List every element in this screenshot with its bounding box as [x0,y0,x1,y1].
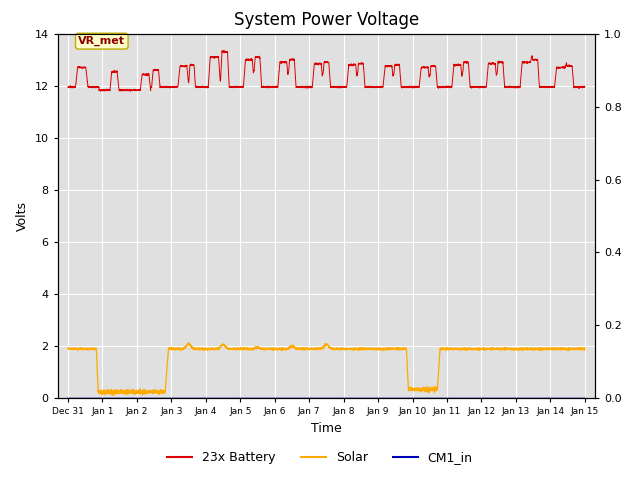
Solar [413,386,421,392]
CM1_in [64,396,72,401]
CM1_in [157,396,164,401]
Title: System Power Voltage: System Power Voltage [234,11,419,29]
23x Battery [157,84,164,89]
23x Battery [127,88,134,94]
CM1_in [307,396,315,401]
Line: Solar: Solar [68,343,585,395]
23x Battery [580,84,588,89]
23x Battery [442,83,450,89]
Solar [64,346,72,351]
Solar [472,347,479,352]
23x Battery [307,84,315,90]
Solar [307,346,315,352]
Line: 23x Battery: 23x Battery [68,50,585,91]
Y-axis label: Volts: Volts [16,201,29,231]
Solar [109,392,116,398]
CM1_in [472,396,479,401]
Solar [184,340,192,346]
23x Battery [413,84,421,90]
Text: VR_met: VR_met [78,36,125,46]
CM1_in [413,396,421,401]
Solar [581,345,589,350]
Solar [580,348,588,353]
CM1_in [442,396,450,401]
23x Battery [581,84,589,89]
X-axis label: Time: Time [311,422,342,435]
Legend: 23x Battery, Solar, CM1_in: 23x Battery, Solar, CM1_in [163,446,477,469]
23x Battery [64,84,72,90]
23x Battery [220,48,227,53]
23x Battery [472,84,479,90]
Solar [442,347,450,353]
CM1_in [580,396,588,401]
CM1_in [581,396,589,401]
Solar [157,387,164,393]
